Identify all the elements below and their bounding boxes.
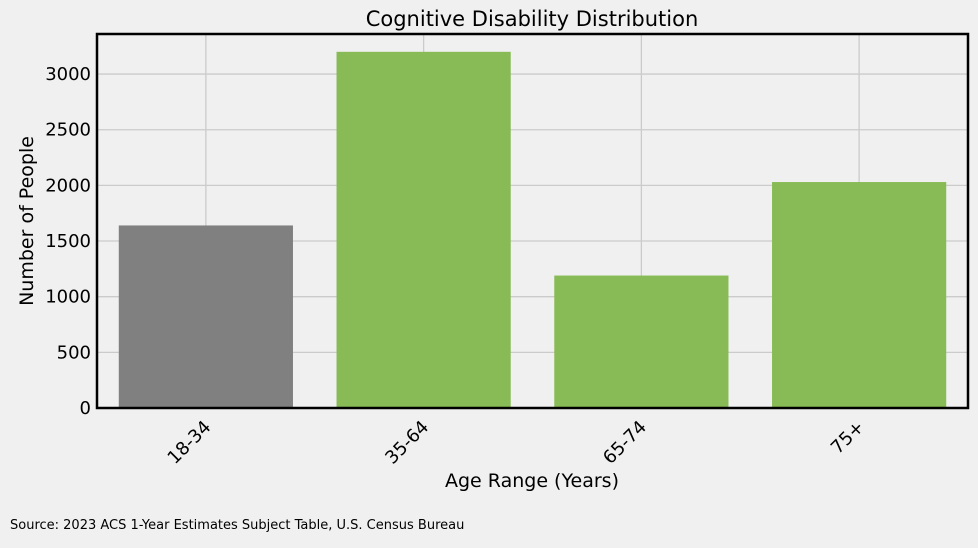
bars: [118, 51, 947, 409]
x-axis-label: Age Range (Years): [445, 470, 619, 492]
bar-35-64: [336, 51, 511, 409]
x-tick-label: 65-74: [599, 417, 651, 469]
y-tick-label: 3000: [45, 64, 91, 85]
y-axis-label: Number of People: [16, 136, 38, 306]
y-tick-label: 1000: [45, 287, 91, 308]
y-tick-label: 2000: [45, 175, 91, 196]
y-tick-label: 500: [57, 342, 91, 363]
y-tick-label: 1500: [45, 231, 91, 252]
axes: [95, 32, 970, 410]
bar-18-34: [118, 225, 293, 408]
x-tick-label: 75+: [827, 417, 869, 459]
chart-title: Cognitive Disability Distribution: [366, 7, 699, 31]
bar-65-74: [554, 275, 729, 408]
x-tick-labels: 18-34 35-64 65-74 75+: [164, 417, 869, 469]
source-note: Source: 2023 ACS 1-Year Estimates Subjec…: [10, 518, 465, 533]
bar-75+: [772, 182, 947, 408]
x-tick-label: 35-64: [381, 417, 433, 469]
y-tick-label: 0: [80, 398, 91, 419]
y-tick-label: 2500: [45, 120, 91, 141]
plot-frame: [95, 32, 970, 410]
y-tick-labels: 0 500 1000 1500 2000 2500 3000: [45, 64, 91, 419]
x-tick-label: 18-34: [164, 417, 216, 469]
